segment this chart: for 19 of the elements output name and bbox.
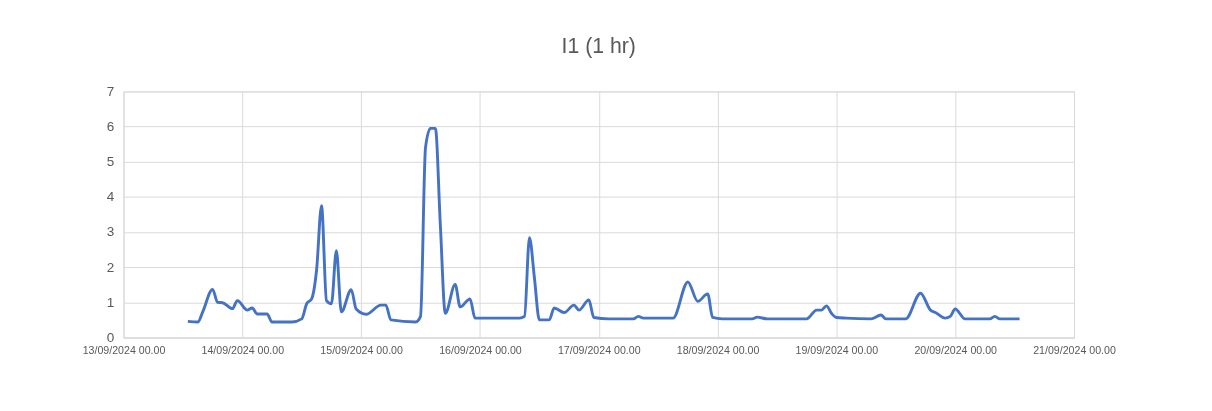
y-tick-label: 7: [106, 83, 115, 99]
y-tick-label: 5: [106, 154, 115, 170]
line-series: [186, 126, 1021, 324]
x-tick-label: 17/09/2024 00.00: [557, 344, 641, 357]
x-tick-label: 15/09/2024 00.00: [320, 344, 404, 357]
chart-title: I1 (1 hr): [561, 33, 636, 58]
x-tick-label: 16/09/2024 00.00: [439, 344, 522, 357]
y-tick-label: 4: [106, 189, 115, 205]
x-tick-label: 14/09/2024 00.00: [201, 344, 285, 357]
x-tick-label: 13/09/2024 00.00: [82, 344, 166, 357]
y-tick-label: 1: [106, 294, 115, 310]
y-tick-label: 3: [106, 224, 115, 240]
x-tick-label: 20/09/2024 00.00: [914, 344, 998, 357]
x-tick-label: 21/09/2024 00.00: [1033, 344, 1116, 357]
x-tick-label: 18/09/2024 00.00: [676, 344, 760, 357]
y-tick-label: 0: [106, 329, 115, 345]
x-tick-label: 19/09/2024 00.00: [795, 344, 879, 357]
y-tick-label: 6: [106, 118, 115, 134]
y-tick-label: 2: [106, 259, 115, 275]
